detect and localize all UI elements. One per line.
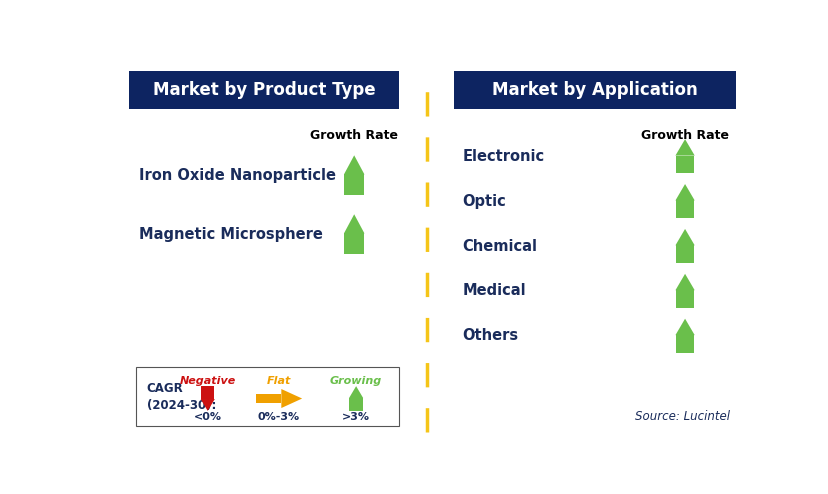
Text: Source: Lucintel: Source: Lucintel [634, 411, 729, 423]
Polygon shape [349, 386, 363, 398]
Text: >3%: >3% [342, 412, 369, 422]
Polygon shape [344, 155, 364, 174]
Polygon shape [344, 174, 363, 195]
Text: (2024-30):: (2024-30): [147, 399, 216, 412]
Polygon shape [675, 246, 694, 263]
Text: Flat: Flat [267, 376, 291, 386]
Polygon shape [675, 201, 694, 218]
Polygon shape [675, 335, 694, 353]
Text: CAGR: CAGR [147, 382, 183, 395]
Polygon shape [675, 139, 694, 156]
Text: 0%-3%: 0%-3% [258, 412, 300, 422]
Text: Chemical: Chemical [461, 239, 537, 253]
Polygon shape [281, 389, 301, 408]
Text: Growing: Growing [330, 376, 382, 386]
Text: Negative: Negative [180, 376, 235, 386]
Text: Electronic: Electronic [461, 149, 544, 164]
FancyBboxPatch shape [453, 71, 735, 109]
Polygon shape [675, 229, 694, 246]
Polygon shape [675, 274, 694, 290]
Text: Market by Product Type: Market by Product Type [152, 81, 375, 99]
Polygon shape [675, 319, 694, 335]
Text: Optic: Optic [461, 194, 505, 208]
FancyBboxPatch shape [136, 368, 399, 426]
Text: <0%: <0% [194, 412, 221, 422]
Text: Growth Rate: Growth Rate [640, 129, 728, 142]
Text: Iron Oxide Nanoparticle: Iron Oxide Nanoparticle [139, 168, 335, 183]
Polygon shape [256, 394, 281, 403]
Polygon shape [344, 234, 363, 254]
Text: Magnetic Microsphere: Magnetic Microsphere [139, 227, 322, 242]
Polygon shape [675, 156, 694, 173]
Text: Market by Application: Market by Application [492, 81, 697, 99]
Polygon shape [675, 290, 694, 308]
Text: Growth Rate: Growth Rate [310, 129, 397, 142]
Polygon shape [349, 398, 363, 411]
Text: Medical: Medical [461, 284, 525, 298]
Polygon shape [675, 184, 694, 201]
Polygon shape [344, 214, 364, 234]
Text: Others: Others [461, 329, 518, 343]
Polygon shape [200, 399, 214, 411]
Polygon shape [200, 386, 214, 399]
FancyBboxPatch shape [129, 71, 399, 109]
